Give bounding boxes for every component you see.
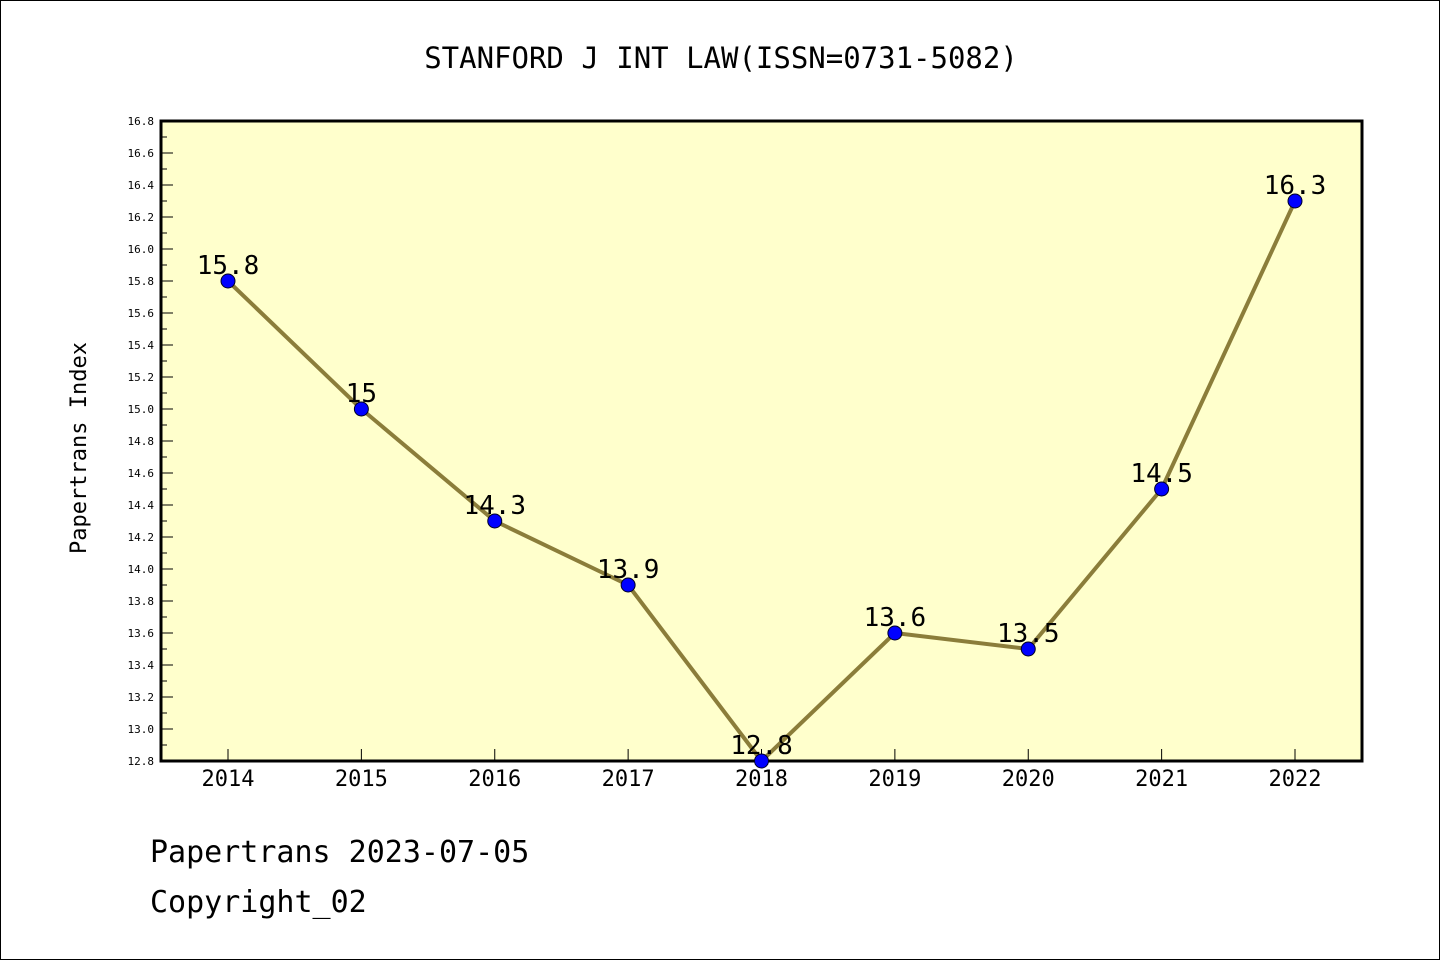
y-tick-label: 14.6 xyxy=(128,467,155,480)
y-tick-label: 13.6 xyxy=(128,627,155,640)
series-layer xyxy=(220,193,1303,769)
data-label: 15 xyxy=(346,379,377,409)
plot-area xyxy=(159,119,1364,763)
x-tick-label: 2016 xyxy=(468,767,521,792)
y-tick-label: 16.6 xyxy=(128,147,155,160)
data-labels: 15.8 15 14.3 13.9 12.8 13.6 13.5 14.5 16.3 xyxy=(197,171,1327,761)
x-tick-label: 2015 xyxy=(335,767,388,792)
data-label: 15.8 xyxy=(197,251,260,281)
data-label: 14.5 xyxy=(1130,459,1193,489)
y-tick-label: 15.4 xyxy=(128,339,155,352)
data-label: 16.3 xyxy=(1264,171,1327,201)
y-tick-label: 16.0 xyxy=(128,243,155,256)
data-label: 13.9 xyxy=(597,555,660,585)
y-tick-label: 14.2 xyxy=(128,531,155,544)
source-date-text: Papertrans 2023-07-05 xyxy=(150,835,530,870)
y-tick-label: 13.8 xyxy=(128,595,155,608)
y-tick-label: 14.0 xyxy=(128,563,155,576)
data-label: 13.5 xyxy=(997,619,1060,649)
x-tick-label: 2017 xyxy=(602,767,655,792)
data-point xyxy=(1020,641,1036,657)
data-point xyxy=(1287,193,1303,209)
y-tick-label: 14.8 xyxy=(128,435,155,448)
data-point xyxy=(220,273,236,289)
y-tick-label: 14.4 xyxy=(128,499,155,512)
x-tick-label: 2019 xyxy=(868,767,921,792)
y-axis: 12.8 13.0 13.2 13.4 13.6 13.8 14.0 14.2 14.4 14.6… xyxy=(128,115,173,768)
chart-title: STANFORD J INT LAW(ISSN=0731-5082) xyxy=(424,41,1018,75)
y-axis-label: Papertrans Index xyxy=(67,342,92,554)
data-point xyxy=(353,401,369,417)
y-tick-label: 15.6 xyxy=(128,307,155,320)
data-label: 12.8 xyxy=(730,731,793,761)
x-tick-label: 2021 xyxy=(1135,767,1188,792)
copyright-text: Copyright_02 xyxy=(150,885,367,920)
data-label: 13.6 xyxy=(864,603,927,633)
y-tick-label: 13.4 xyxy=(128,659,155,672)
y-tick-label: 16.4 xyxy=(128,179,155,192)
y-tick-label: 15.8 xyxy=(128,275,155,288)
data-label: 14.3 xyxy=(463,491,526,521)
y-tick-label: 15.2 xyxy=(128,371,155,384)
y-tick-label: 15.0 xyxy=(128,403,155,416)
data-point xyxy=(487,513,503,529)
y-tick-label: 16.8 xyxy=(128,115,155,128)
x-tick-label: 2020 xyxy=(1002,767,1055,792)
x-axis: 2014 2015 2016 2017 2018 2019 2020 2021 2022 xyxy=(202,749,1322,792)
data-point xyxy=(754,753,769,769)
y-tick-label: 16.2 xyxy=(128,211,155,224)
data-point xyxy=(620,577,636,593)
y-tick-label: 13.0 xyxy=(128,723,155,736)
x-tick-label: 2018 xyxy=(735,767,788,792)
y-tick-label: 13.2 xyxy=(128,691,155,704)
x-tick-label: 2014 xyxy=(202,767,255,792)
x-tick-label: 2022 xyxy=(1269,767,1322,792)
y-tick-label: 12.8 xyxy=(128,755,155,768)
data-point xyxy=(1154,481,1170,497)
data-point xyxy=(887,625,903,641)
